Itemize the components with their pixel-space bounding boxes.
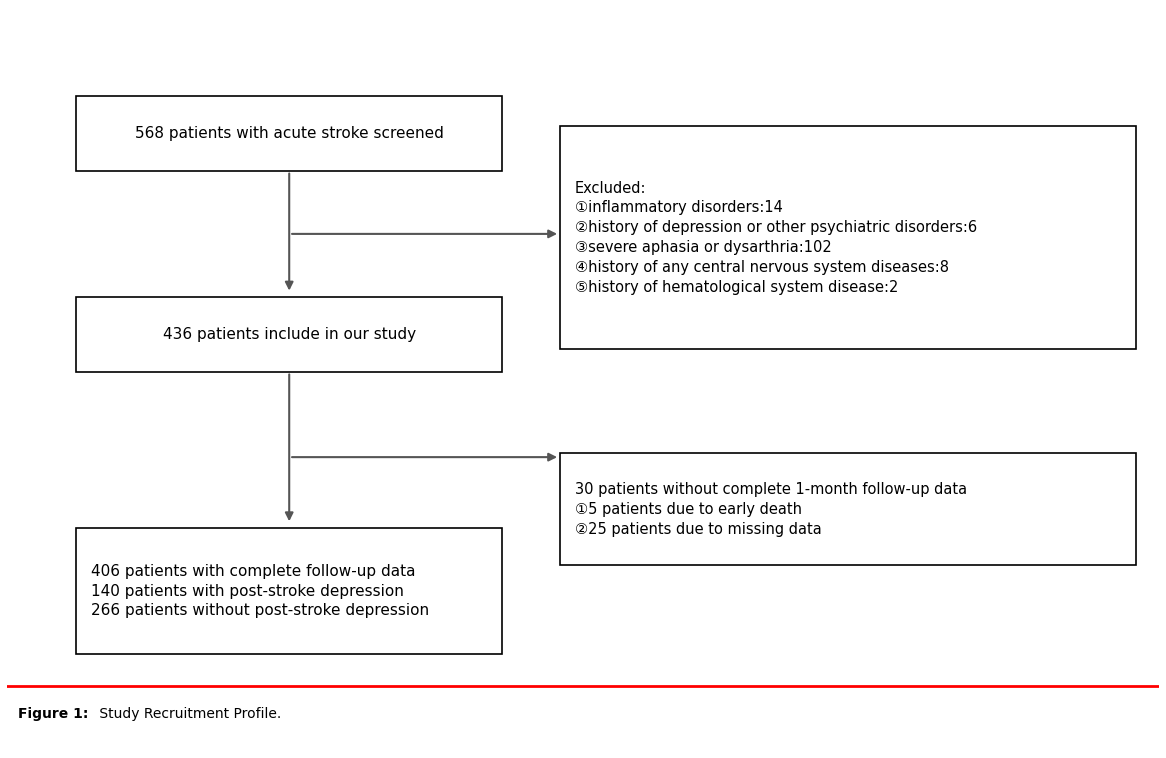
FancyBboxPatch shape — [560, 126, 1136, 349]
FancyBboxPatch shape — [560, 453, 1136, 565]
Text: 406 patients with complete follow-up data
140 patients with post-stroke depressi: 406 patients with complete follow-up dat… — [91, 564, 429, 619]
Text: 30 patients without complete 1-month follow-up data
①5 patients due to early dea: 30 patients without complete 1-month fol… — [575, 482, 967, 537]
FancyBboxPatch shape — [76, 528, 503, 654]
Text: Figure 1:: Figure 1: — [19, 707, 89, 721]
FancyBboxPatch shape — [76, 96, 503, 171]
Text: 568 patients with acute stroke screened: 568 patients with acute stroke screened — [135, 126, 443, 141]
Text: Excluded:
①inflammatory disorders:14
②history of depression or other psychiatric: Excluded: ①inflammatory disorders:14 ②hi… — [575, 180, 977, 295]
FancyBboxPatch shape — [76, 297, 503, 371]
Text: 436 patients include in our study: 436 patients include in our study — [162, 327, 416, 342]
Text: Study Recruitment Profile.: Study Recruitment Profile. — [94, 707, 281, 721]
